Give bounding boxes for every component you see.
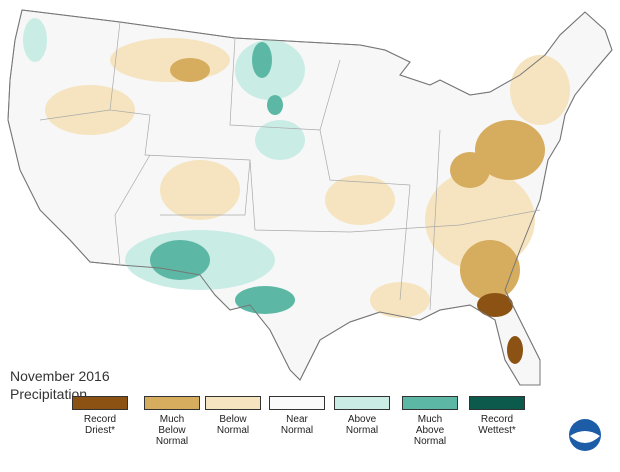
legend-swatch	[269, 396, 325, 410]
legend-swatch	[72, 396, 128, 410]
us-border	[7, 9, 613, 386]
legend-item: Above Normal	[332, 396, 392, 436]
record-driest-areas	[477, 293, 523, 364]
map-subtitle: Precipitation	[10, 386, 88, 402]
legend-label: Much Below Normal	[155, 414, 189, 447]
legend-swatch	[469, 396, 525, 410]
much-above-normal-areas	[150, 42, 295, 314]
legend-item: Below Normal	[203, 396, 263, 436]
legend-item: Much Below Normal	[142, 396, 202, 447]
legend-item: Record Driest*	[70, 396, 130, 436]
below-normal-areas	[45, 38, 570, 318]
legend-swatch	[205, 396, 261, 410]
legend-label: Much Above Normal	[413, 414, 447, 447]
legend-label: Record Wettest*	[478, 414, 516, 436]
noaa-logo	[569, 419, 601, 451]
legend-swatch	[402, 396, 458, 410]
legend-label: Above Normal	[345, 414, 379, 436]
legend-label: Below Normal	[216, 414, 250, 436]
legend-label: Record Driest*	[83, 414, 117, 436]
legend-swatch	[144, 396, 200, 410]
legend-swatch	[334, 396, 390, 410]
legend-item: Near Normal	[267, 396, 327, 436]
legend-item: Much Above Normal	[400, 396, 460, 447]
map-title: November 2016	[10, 368, 110, 384]
state-lines	[39, 21, 541, 311]
legend-label: Near Normal	[280, 414, 314, 436]
legend-item: Record Wettest*	[467, 396, 527, 436]
much-below-normal-areas	[170, 58, 545, 300]
